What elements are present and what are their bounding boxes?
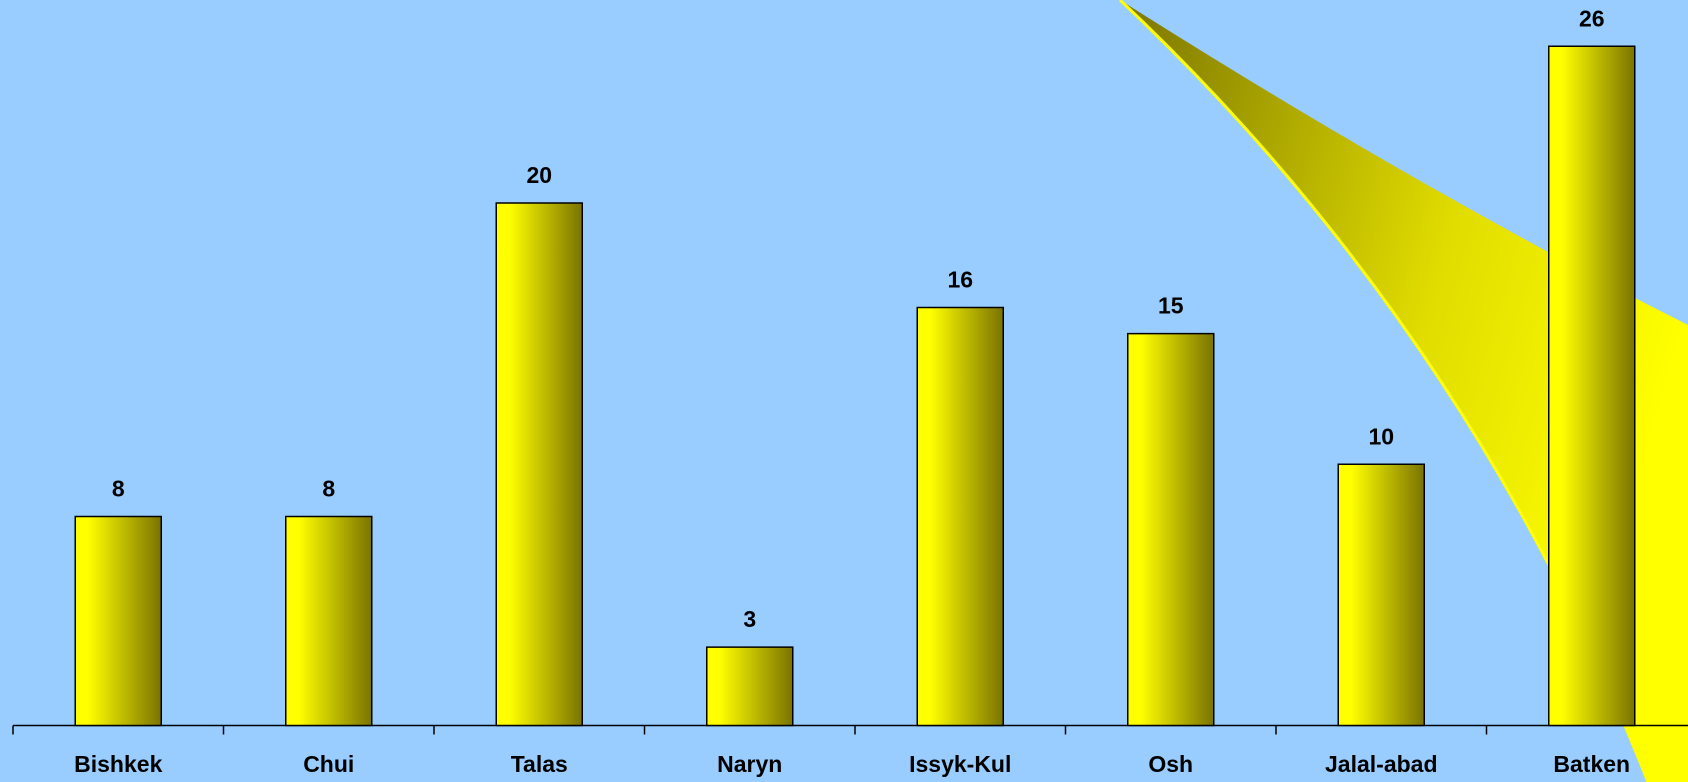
bar — [495, 202, 583, 727]
data-label: 10 — [1368, 423, 1394, 449]
data-label: 15 — [1158, 293, 1184, 319]
data-label: 26 — [1579, 5, 1605, 31]
bar — [706, 646, 794, 727]
x-tick-label: Chui — [303, 751, 354, 777]
data-label: 8 — [322, 476, 335, 502]
data-label: 16 — [947, 267, 973, 293]
bar — [285, 515, 373, 727]
data-label: 8 — [112, 476, 125, 502]
x-tick-label: Naryn — [717, 751, 782, 777]
data-label: 3 — [743, 606, 756, 632]
bar — [1127, 332, 1215, 727]
x-tick-label: Issyk-Kul — [909, 751, 1011, 777]
x-tick-label: Talas — [511, 751, 568, 777]
bar — [916, 306, 1004, 727]
x-tick-label: Osh — [1148, 751, 1193, 777]
bar — [1337, 463, 1425, 727]
bar — [74, 515, 162, 727]
x-tick-label: Bishkek — [74, 751, 162, 777]
bar — [1548, 45, 1636, 727]
x-tick-label: Jalal-abad — [1325, 751, 1438, 777]
x-tick-label: Batken — [1553, 751, 1630, 777]
data-label: 20 — [526, 162, 552, 188]
